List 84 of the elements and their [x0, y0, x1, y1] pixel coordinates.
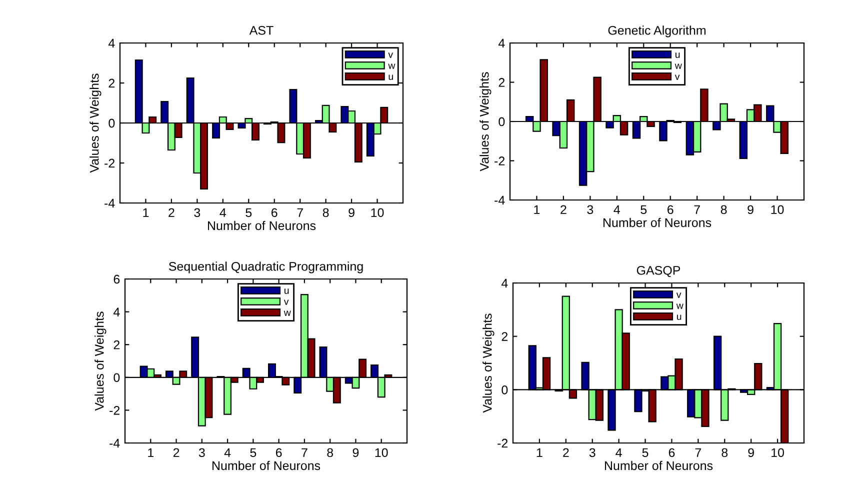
- y-axis-title: Values of Weights: [482, 314, 494, 413]
- y-tick-label: 6: [114, 274, 120, 284]
- x-tick-label: 4: [614, 205, 620, 214]
- y-tick-label: -2: [494, 156, 505, 166]
- legend-label: w: [674, 64, 682, 69]
- legend-label: u: [284, 288, 289, 294]
- x-tick-label: 10: [375, 448, 388, 458]
- x-tick-label: 3: [587, 205, 594, 214]
- y-tick-label: 4: [108, 38, 115, 48]
- y-tick-label: 0: [498, 117, 505, 126]
- chart-title: AST: [249, 26, 274, 35]
- y-tick-label: 4: [113, 308, 120, 316]
- x-tick-label: 7: [297, 208, 303, 217]
- x-tick-label: 8: [720, 205, 727, 214]
- x-tick-label: 6: [276, 448, 282, 458]
- x-axis-title: Number of Neurons: [212, 460, 320, 470]
- x-tick-label: 2: [168, 208, 174, 217]
- y-tick-label: -2: [498, 438, 508, 448]
- x-tick-label: 9: [352, 448, 359, 458]
- x-tick-label: 1: [536, 448, 542, 457]
- x-axis-title: Number of Neurons: [208, 220, 316, 230]
- y-tick-label: 4: [498, 38, 505, 48]
- legend-label: v: [674, 74, 680, 80]
- x-tick-label: 2: [563, 448, 569, 457]
- y-tick-label: 2: [502, 332, 508, 341]
- y-tick-label: 0: [502, 385, 508, 394]
- y-tick-label: 2: [498, 78, 505, 87]
- chart-title: Genetic Algorithm: [608, 26, 706, 38]
- y-tick-label: -4: [104, 198, 115, 208]
- x-tick-label: 6: [272, 208, 278, 218]
- x-tick-label: 6: [668, 205, 674, 214]
- x-tick-label: 5: [642, 448, 648, 458]
- legend-label: v: [388, 52, 394, 58]
- x-tick-label: 7: [695, 448, 702, 457]
- x-tick-label: 4: [220, 208, 226, 217]
- legend-label: w: [284, 310, 291, 316]
- y-axis-title: Values of Weights: [90, 74, 102, 173]
- legend-label: v: [284, 300, 289, 305]
- x-tick-label: 4: [616, 448, 622, 457]
- x-tick-label: 5: [640, 205, 647, 214]
- x-axis-title: Number of Neurons: [603, 218, 712, 228]
- x-tick-label: 7: [302, 448, 308, 457]
- x-tick-label: 2: [560, 205, 566, 214]
- x-tick-label: 5: [246, 208, 252, 218]
- x-tick-label: 3: [198, 448, 205, 458]
- x-tick-label: 6: [668, 448, 675, 458]
- x-tick-label: 9: [348, 208, 354, 218]
- legend-label: u: [388, 74, 393, 80]
- y-tick-label: 2: [114, 340, 120, 350]
- y-tick-label: -4: [110, 438, 120, 448]
- x-tick-label: 9: [748, 205, 754, 214]
- x-tick-label: 10: [772, 448, 784, 458]
- x-tick-label: 1: [148, 448, 154, 457]
- legend-label: u: [677, 314, 682, 320]
- x-tick-label: 3: [589, 448, 596, 458]
- x-tick-label: 9: [748, 448, 754, 458]
- x-axis-title: Number of Neurons: [604, 460, 713, 470]
- x-tick-label: 8: [327, 448, 334, 458]
- x-tick-label: 4: [224, 448, 231, 457]
- x-tick-label: 10: [771, 205, 784, 214]
- y-tick-label: 0: [108, 118, 115, 128]
- legend-label: u: [676, 52, 680, 58]
- y-axis-title: Values of Weights: [480, 72, 492, 172]
- y-tick-label: 2: [108, 78, 115, 88]
- chart-title: Sequential Quadratic Programming: [168, 262, 363, 274]
- x-tick-label: 7: [694, 205, 700, 214]
- y-tick-label: 0: [114, 373, 120, 382]
- y-tick-label: -4: [494, 196, 505, 205]
- y-tick-label: 4: [501, 278, 508, 288]
- y-tick-label: -2: [104, 158, 115, 168]
- y-axis-title: Values of Weights: [94, 312, 106, 411]
- legend-label: w: [388, 64, 396, 69]
- legend-label: w: [676, 304, 684, 309]
- x-tick-label: 5: [250, 448, 256, 458]
- x-tick-label: 1: [534, 205, 540, 214]
- x-tick-label: 10: [371, 208, 384, 218]
- y-tick-label: -2: [110, 406, 120, 415]
- chart-title: GASQP: [636, 266, 680, 278]
- x-tick-label: 8: [722, 448, 728, 458]
- x-tick-label: 1: [143, 208, 149, 217]
- x-tick-label: 8: [322, 208, 329, 218]
- x-tick-label: 2: [173, 448, 180, 457]
- x-tick-label: 3: [194, 208, 200, 218]
- legend-label: v: [676, 292, 682, 298]
